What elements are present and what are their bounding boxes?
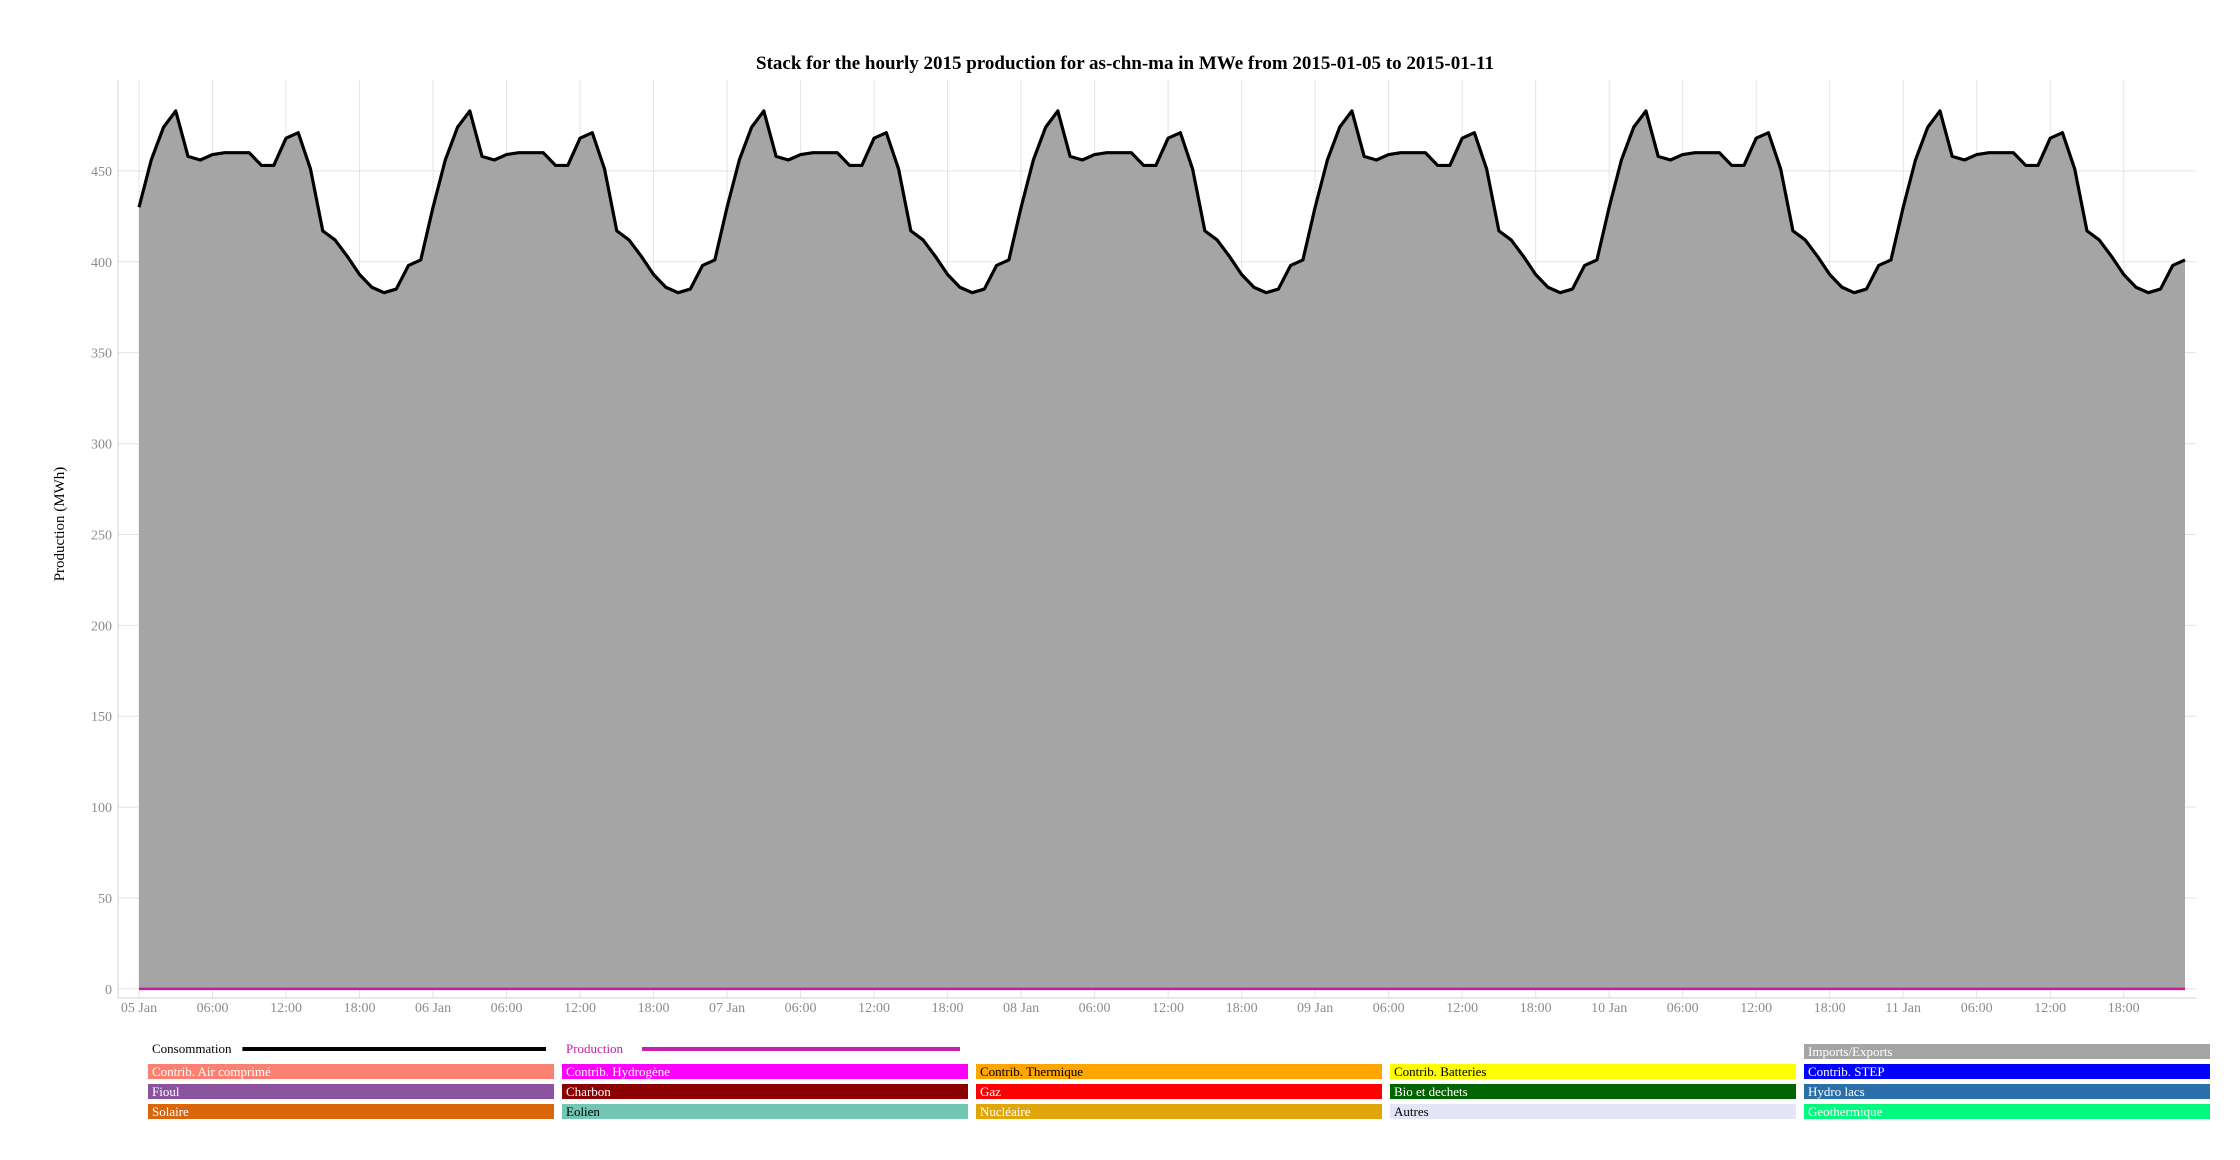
x-tick-label: 06 Jan [415,1001,451,1016]
x-tick-label: 08 Jan [1003,1001,1039,1016]
line-consommation [137,109,2186,295]
legend-label: Solaire [152,1104,189,1119]
y-tick-label: 150 [91,710,112,725]
x-tick-label: 18:00 [344,1001,376,1016]
x-tick-label: 07 Jan [709,1001,745,1016]
legend-label: Hydro lacs [1808,1084,1865,1099]
legend-label: Contrib. STEP [1808,1064,1885,1079]
x-tick-label: 12:00 [2034,1001,2066,1016]
legend-swatch [1390,1064,1796,1079]
legend-swatch [976,1064,1382,1079]
x-tick-label: 12:00 [270,1001,302,1016]
x-tick-label: 18:00 [638,1001,670,1016]
legend-label: Contrib. Thermique [980,1064,1083,1079]
legend-swatch [148,1064,554,1079]
legend-swatch [1804,1104,2210,1119]
legend-swatch [976,1084,1382,1099]
legend-label: Gaz [980,1084,1001,1099]
legend-label: Bio et dechets [1394,1084,1468,1099]
legend-line-label: Consommation [152,1041,232,1056]
x-tick-label: 06:00 [197,1001,229,1016]
legend-swatch [1804,1084,2210,1099]
legend: Consommation Production Imports/Exports Con… [148,1041,2210,1119]
legend-label: Eolien [566,1104,600,1119]
x-tick-label: 18:00 [2108,1001,2140,1016]
x-tick-label: 09 Jan [1297,1001,1333,1016]
x-tick-label: 12:00 [858,1001,890,1016]
y-tick-label: 300 [91,438,112,453]
x-tick-label: 12:00 [564,1001,596,1016]
legend-label: Contrib. Batteries [1394,1064,1486,1079]
y-tick-label: 350 [91,347,112,362]
legend-label: Autres [1394,1104,1429,1119]
y-tick-label: 100 [91,801,112,816]
legend-swatch [562,1104,968,1119]
y-tick-label: 400 [91,256,112,271]
legend-swatch [976,1104,1382,1119]
legend-swatch [562,1084,968,1099]
plot-area: 0 50 100 150 200 250 300 350 400 450 05 Jan 06:00 12… [91,80,2196,1016]
x-tick-label: 06:00 [491,1001,523,1016]
x-tick-label: 05 Jan [121,1001,157,1016]
x-tick-label: 12:00 [1152,1001,1184,1016]
x-tick-label: 06:00 [1373,1001,1405,1016]
legend-swatch [1390,1104,1796,1119]
line-series [137,109,2186,991]
legend-label: Charbon [566,1084,611,1099]
legend-swatch [148,1084,554,1099]
legend-line-label: Production [566,1041,624,1056]
x-tick-label: 06:00 [1961,1001,1993,1016]
legend-swatch [1804,1044,2210,1059]
y-tick-label: 450 [91,165,112,180]
x-tick-label: 18:00 [1520,1001,1552,1016]
legend-label: Imports/Exports [1808,1044,1893,1059]
x-tick-label: 12:00 [1740,1001,1772,1016]
y-axis-title: Production (MWh) [52,467,68,582]
legend-label: Nucléaire [980,1104,1031,1119]
chart-title: Stack for the hourly 2015 production for… [756,53,1494,74]
y-tick-label: 50 [98,892,112,907]
x-tick-label: 11 Jan [1885,1001,1921,1016]
x-tick-label: 18:00 [932,1001,964,1016]
x-tick-label: 12:00 [1446,1001,1478,1016]
y-tick-label: 0 [105,983,112,998]
area-imports-exports [139,110,2185,989]
legend-label: Geothermique [1808,1104,1883,1119]
legend-swatch [562,1064,968,1079]
x-tick-label: 06:00 [1667,1001,1699,1016]
x-tick-label: 06:00 [1079,1001,1111,1016]
x-tick-label: 18:00 [1814,1001,1846,1016]
x-tick-label: 18:00 [1226,1001,1258,1016]
legend-swatch [1804,1064,2210,1079]
y-tick-label: 200 [91,619,112,634]
legend-swatch [1390,1084,1796,1099]
legend-label: Fioul [152,1084,180,1099]
legend-label: Contrib. Hydrogène [566,1064,670,1079]
area-series [139,110,2185,989]
legend-swatch [148,1104,554,1119]
axes: 0 50 100 150 200 250 300 350 400 450 05 Jan 06:00 12… [91,80,2196,1016]
y-tick-label: 250 [91,528,112,543]
x-tick-label: 06:00 [785,1001,817,1016]
x-tick-label: 10 Jan [1591,1001,1627,1016]
legend-label: Contrib. Air comprimé [152,1064,271,1079]
